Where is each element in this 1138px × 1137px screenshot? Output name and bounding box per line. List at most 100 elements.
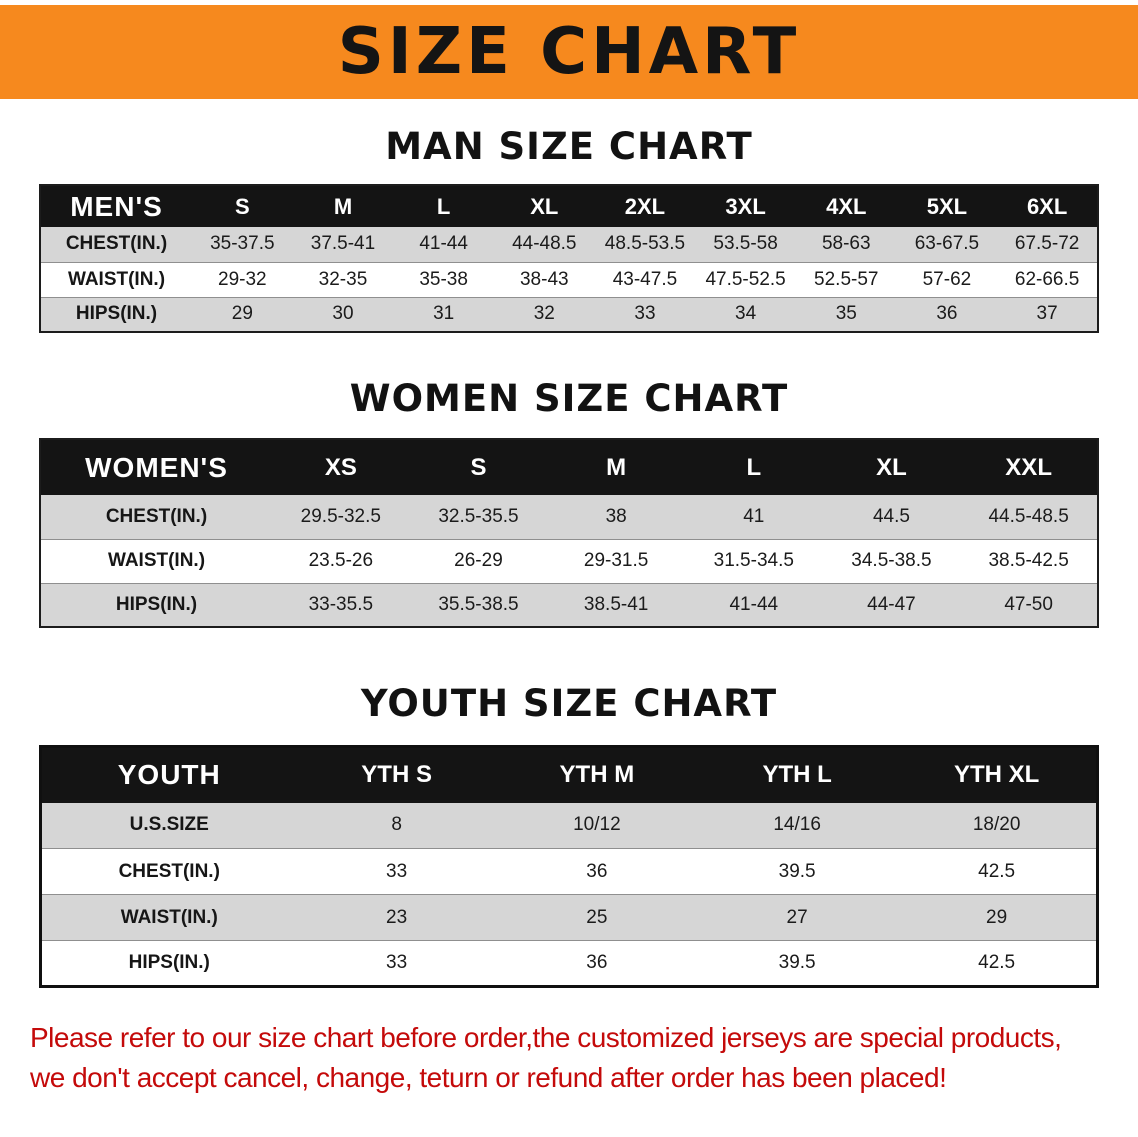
column-header-s: S (234, 193, 250, 219)
size-value-cell: 29 (231, 303, 253, 325)
size-chart-page: SIZE CHART MAN SIZE CHART MEN'S S M L XL 2XL 3X… (0, 5, 1138, 1098)
size-value-cell: 37.5-41 (310, 233, 376, 255)
size-value-cell: 30 (332, 303, 354, 325)
size-value-cell: 47-50 (1004, 593, 1053, 615)
size-value-cell: 41-44 (419, 233, 468, 255)
size-value-cell: 29 (986, 906, 1008, 928)
table-row: CHEST(IN.) 35-37.5 37.5-41 41-44 44-48.5 48.5… (40, 227, 1098, 262)
men-corner-label: MEN'S (70, 190, 163, 222)
table-row: CHEST(IN.) 29.5-32.5 32.5-35.5 38 41 44.5 44.5… (40, 495, 1098, 539)
column-header-6xl: 6XL (1026, 193, 1068, 219)
size-value-cell: 32-35 (318, 268, 368, 290)
youth-corner-label: YOUTH (117, 759, 221, 791)
table-row: WAIST(IN.) 23 25 27 29 (40, 894, 1098, 941)
youth-size-chart-heading: YOUTH SIZE CHART (360, 682, 778, 725)
notice-line-1: Please refer to our size chart before or… (30, 1022, 1062, 1053)
table-row: WAIST(IN.) 29-32 32-35 35-38 38-43 43-47.5 47.… (40, 262, 1098, 297)
size-value-cell: 52.5-57 (814, 268, 879, 290)
size-value-cell: 41 (743, 505, 765, 527)
size-value-cell: 44-48.5 (512, 233, 577, 255)
table-row: CHEST(IN.) 33 36 39.5 42.5 (40, 848, 1098, 895)
size-value-cell: 47.5-52.5 (705, 268, 786, 290)
size-value-cell: 29.5-32.5 (300, 505, 381, 527)
women-table-body: CHEST(IN.) 29.5-32.5 32.5-35.5 38 41 44.5 44.5… (40, 495, 1098, 627)
column-header-yth-m: YTH M (559, 761, 635, 789)
header-row: YOUTH YTH S YTH M YTH L YTH XL (40, 746, 1098, 803)
men-size-chart-heading: MAN SIZE CHART (385, 125, 753, 168)
table-row: HIPS(IN.) 33 36 39.5 42.5 (40, 940, 1098, 987)
size-value-cell: 42.5 (978, 952, 1016, 973)
size-value-cell: 38-43 (519, 268, 569, 290)
size-value-cell: 62-66.5 (1014, 268, 1080, 290)
youth-table-body: U.S.SIZE 8 10/12 14/16 18/20 CHEST(IN.) 33 36 39… (40, 802, 1098, 987)
size-value-cell: 35-37.5 (210, 233, 275, 255)
men-table-head: MEN'S S M L XL 2XL 3XL 4XL 5XL 6XL (40, 185, 1098, 227)
column-header-m: M (333, 193, 353, 219)
size-value-cell: 25 (586, 906, 608, 928)
row-label: CHEST(IN.) (105, 505, 208, 527)
size-chart-sections: MAN SIZE CHART MEN'S S M L XL 2XL 3XL 4XL 5XL 6XL C… (0, 125, 1138, 988)
column-header-yth-xl: YTH XL (953, 761, 1040, 789)
row-label: CHEST(IN.) (118, 860, 220, 882)
row-label: WAIST(IN.) (67, 268, 166, 290)
size-value-cell: 58-63 (821, 233, 871, 255)
youth-size-table: YOUTH YTH S YTH M YTH L YTH XL U.S.SIZE 8 10/12… (39, 745, 1099, 988)
size-value-cell: 48.5-53.5 (604, 233, 686, 255)
column-header-4xl: 4XL (826, 193, 867, 219)
size-value-cell: 36 (586, 952, 608, 973)
size-value-cell: 29-32 (218, 268, 267, 290)
size-value-cell: 18/20 (972, 814, 1021, 836)
size-value-cell: 42.5 (978, 860, 1016, 882)
column-header-3xl: 3XL (725, 193, 766, 219)
column-header-m: M (606, 453, 627, 481)
size-value-cell: 53.5-58 (713, 233, 778, 255)
footer-notice: Please refer to our size chart before or… (30, 1018, 1108, 1098)
size-value-cell: 43-47.5 (612, 268, 678, 290)
table-row: U.S.SIZE 8 10/12 14/16 18/20 (40, 802, 1098, 849)
size-value-cell: 34.5-38.5 (851, 550, 932, 571)
size-value-cell: 35.5-38.5 (438, 593, 519, 615)
size-value-cell: 33-35.5 (308, 593, 374, 615)
youth-table-head: YOUTH YTH S YTH M YTH L YTH XL (40, 746, 1098, 803)
size-value-cell: 39.5 (778, 952, 816, 973)
women-corner-label: WOMEN'S (85, 451, 228, 483)
size-value-cell: 37 (1036, 303, 1058, 325)
size-value-cell: 32 (533, 303, 555, 325)
size-value-cell: 33 (634, 303, 656, 325)
column-header-xxl: XXL (1005, 453, 1052, 481)
size-value-cell: 44.5-48.5 (988, 505, 1069, 527)
size-value-cell: 38.5-41 (583, 593, 649, 615)
size-value-cell: 63-67.5 (914, 233, 980, 255)
column-header-yth-l: YTH L (762, 761, 832, 789)
row-label: HIPS(IN.) (115, 593, 198, 615)
column-header-xl: XL (530, 193, 559, 219)
column-header-5xl: 5XL (926, 193, 968, 219)
size-value-cell: 34 (735, 303, 757, 325)
size-value-cell: 38.5-42.5 (988, 550, 1069, 571)
size-value-cell: 67.5-72 (1014, 233, 1080, 255)
youth-size-section: YOUTH SIZE CHART YOUTH YTH S YTH M YTH L YTH … (0, 682, 1138, 988)
size-value-cell: 33 (386, 860, 408, 882)
size-value-cell: 26-29 (454, 550, 503, 571)
size-value-cell: 35 (835, 303, 857, 325)
table-row: HIPS(IN.) 33-35.5 35.5-38.5 38.5-41 41-44 44-… (40, 583, 1098, 627)
size-value-cell: 36 (586, 860, 608, 882)
size-value-cell: 31 (433, 303, 455, 325)
women-size-section: WOMEN SIZE CHART WOMEN'S XS S M L XL XXL CHEST(I… (0, 377, 1138, 628)
column-header-xs: XS (324, 453, 357, 481)
column-header-2xl: 2XL (624, 193, 666, 219)
size-value-cell: 57-62 (922, 268, 972, 290)
column-header-l: L (436, 193, 451, 219)
banner: SIZE CHART (0, 5, 1138, 99)
row-label: HIPS(IN.) (128, 952, 210, 973)
size-value-cell: 32.5-35.5 (438, 505, 519, 527)
size-value-cell: 23 (386, 906, 408, 928)
header-row: MEN'S S M L XL 2XL 3XL 4XL 5XL 6XL (40, 185, 1098, 227)
size-value-cell: 35-38 (419, 268, 468, 290)
column-header-s: S (470, 453, 487, 481)
women-size-table: WOMEN'S XS S M L XL XXL CHEST(IN.) 29.5-32.5 32.5… (39, 438, 1099, 628)
table-row: WAIST(IN.) 23.5-26 26-29 29-31.5 31.5-34.5 34… (40, 539, 1098, 583)
size-value-cell: 39.5 (778, 860, 816, 882)
page-title: SIZE CHART (337, 15, 801, 89)
size-value-cell: 44.5 (872, 505, 910, 527)
